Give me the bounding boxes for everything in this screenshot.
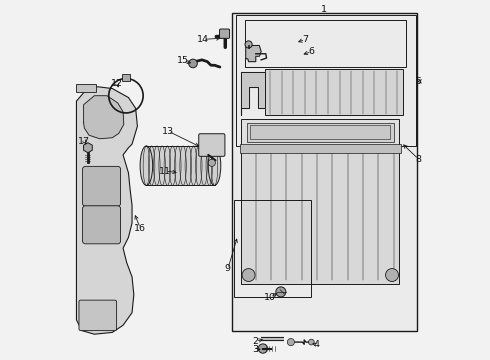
- Circle shape: [386, 269, 398, 282]
- Text: 4: 4: [314, 341, 319, 350]
- Circle shape: [276, 287, 286, 297]
- Circle shape: [208, 159, 216, 166]
- Polygon shape: [84, 143, 92, 153]
- Bar: [147, 146, 215, 185]
- Text: 16: 16: [134, 224, 147, 233]
- Text: 9: 9: [225, 265, 231, 274]
- Bar: [250, 126, 390, 139]
- Bar: [236, 15, 416, 146]
- Text: 8: 8: [416, 155, 421, 164]
- Bar: [245, 21, 406, 67]
- Ellipse shape: [140, 146, 153, 185]
- Text: 7: 7: [302, 35, 308, 44]
- Polygon shape: [84, 96, 124, 139]
- Circle shape: [245, 41, 252, 48]
- FancyBboxPatch shape: [220, 29, 230, 39]
- Text: 3: 3: [253, 346, 259, 355]
- Bar: [232, 13, 417, 330]
- FancyBboxPatch shape: [265, 69, 403, 116]
- FancyBboxPatch shape: [79, 300, 117, 330]
- Polygon shape: [245, 45, 261, 62]
- Text: 2: 2: [253, 337, 259, 346]
- Circle shape: [258, 344, 268, 353]
- Circle shape: [189, 59, 197, 68]
- Circle shape: [287, 338, 294, 346]
- Text: 10: 10: [264, 293, 276, 302]
- Bar: [240, 144, 401, 153]
- FancyBboxPatch shape: [82, 166, 121, 206]
- Circle shape: [309, 339, 314, 345]
- Bar: [234, 200, 311, 297]
- Text: 1: 1: [321, 5, 327, 14]
- Circle shape: [242, 269, 255, 282]
- Text: 11: 11: [159, 167, 171, 176]
- Ellipse shape: [208, 146, 221, 185]
- Bar: [76, 84, 96, 92]
- FancyBboxPatch shape: [82, 206, 121, 244]
- Text: 5: 5: [416, 77, 421, 86]
- Polygon shape: [76, 87, 137, 334]
- Text: 6: 6: [309, 47, 315, 56]
- Bar: [247, 123, 394, 142]
- Text: 13: 13: [162, 127, 174, 136]
- Text: 15: 15: [177, 57, 189, 66]
- Polygon shape: [241, 72, 265, 116]
- Text: 17: 17: [78, 137, 90, 146]
- FancyBboxPatch shape: [199, 134, 225, 156]
- Bar: [242, 148, 399, 284]
- Bar: [242, 119, 399, 146]
- Text: 12: 12: [111, 79, 123, 88]
- Text: 14: 14: [197, 35, 209, 44]
- Bar: [122, 74, 130, 81]
